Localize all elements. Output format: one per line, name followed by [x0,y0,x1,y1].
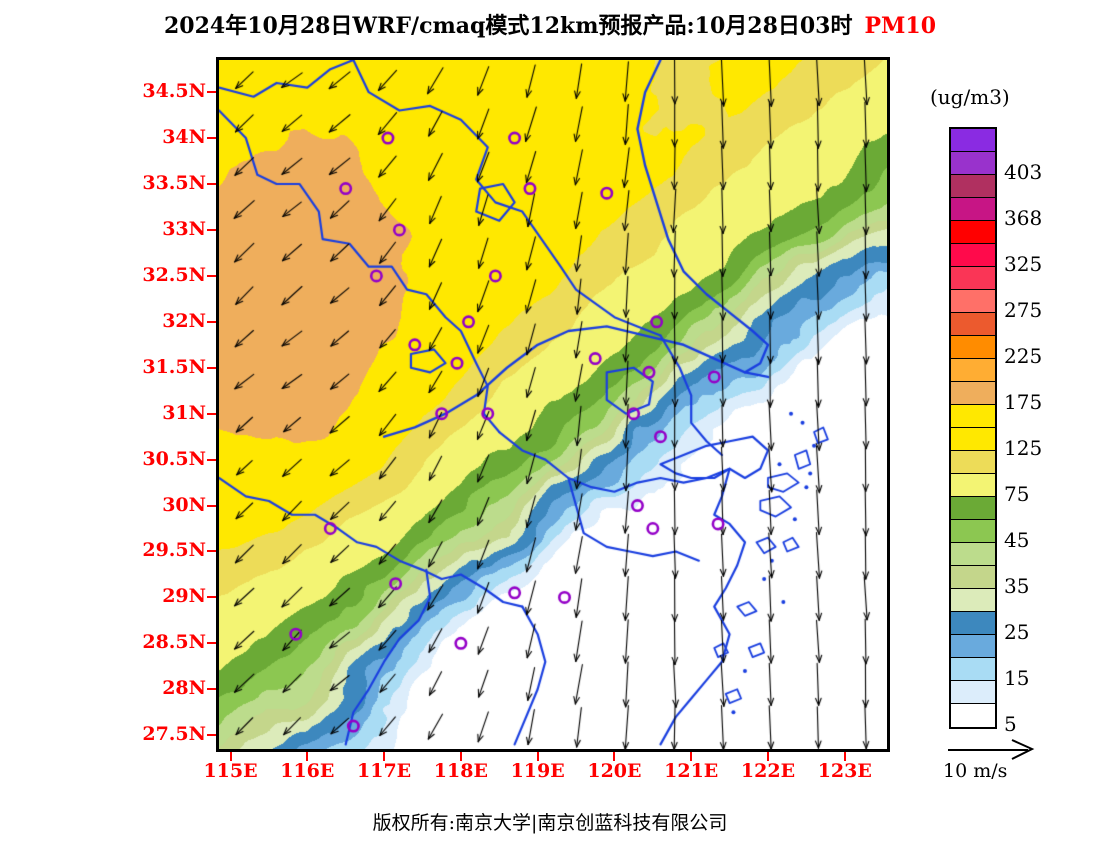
colorbar-band [951,267,995,290]
colorbar-band [951,382,995,405]
y-axis-tick-mark [207,550,216,553]
y-axis-tick-mark [207,642,216,645]
colorbar-band [951,244,995,267]
colorbar-band [951,290,995,313]
y-axis-tick-label: 32.5N [142,263,206,286]
y-axis-tick-label: 29N [162,585,206,608]
y-axis-tick-label: 28.5N [142,631,206,654]
x-axis-tick-mark [383,752,386,761]
y-axis-tick-label: 31N [162,401,206,424]
colorbar-band [951,428,995,451]
colorbar-value-label: 25 [1004,620,1030,644]
map-plot-area[interactable] [216,57,890,752]
chart-title: 2024年10月28日WRF/cmaq模式12km预报产品:10月28日03时 P… [0,8,1100,40]
y-axis-tick-mark [207,320,216,323]
y-axis-tick-label: 34.5N [142,80,206,103]
colorbar-band [951,152,995,175]
colorbar-band [951,474,995,497]
wind-reference-arrow-icon [948,739,1035,760]
colorbar-band [951,221,995,244]
y-axis-tick-mark [207,274,216,277]
y-axis-tick-label: 28N [162,677,206,700]
colorbar-band [951,635,995,658]
x-axis-tick-label: 117E [357,760,412,782]
colorbar-band [951,704,995,727]
colorbar-band [951,198,995,221]
x-axis-tick-mark [306,752,309,761]
x-axis-tick-label: 119E [510,760,565,782]
x-axis-tick-label: 120E [587,760,642,782]
y-axis-tick-label: 30.5N [142,447,206,470]
colorbar-band [951,658,995,681]
y-axis-tick-label: 27.5N [142,723,206,746]
colorbar-band [951,612,995,635]
colorbar-value-label: 45 [1004,528,1030,552]
colorbar-band [951,589,995,612]
colorbar[interactable] [949,127,997,729]
x-axis-tick-label: 123E [817,760,872,782]
colorbar-band [951,681,995,704]
x-axis-tick-mark [843,752,846,761]
y-axis-tick-mark [207,137,216,140]
y-axis-tick-label: 32N [162,309,206,332]
colorbar-value-label: 325 [1004,252,1043,276]
y-axis-tick-mark [207,596,216,599]
y-axis-tick-mark [207,688,216,691]
colorbar-value-label: 275 [1004,298,1043,322]
wind-key-label: 10 m/s [943,760,1008,782]
colorbar-value-label: 175 [1004,390,1043,414]
colorbar-band [951,336,995,359]
x-axis-tick-mark [229,752,232,761]
x-axis-tick-label: 121E [664,760,719,782]
colorbar-band [951,313,995,336]
y-axis-tick-label: 31.5N [142,355,206,378]
colorbar-band [951,451,995,474]
title-species-text: PM10 [864,13,937,39]
colorbar-units-label: (ug/m3) [930,85,1010,109]
colorbar-band [951,359,995,382]
colorbar-band [951,175,995,198]
x-axis-tick-mark [536,752,539,761]
x-axis-tick-mark [613,752,616,761]
colorbar-band [951,129,995,152]
y-axis-tick-mark [207,91,216,94]
x-axis-tick-label: 115E [203,760,258,782]
colorbar-value-label: 403 [1004,160,1043,184]
colorbar-band [951,566,995,589]
colorbar-band [951,520,995,543]
y-axis-tick-mark [207,412,216,415]
y-axis-tick-mark [207,734,216,737]
y-axis-tick-mark [207,183,216,186]
colorbar-value-label: 225 [1004,344,1043,368]
x-axis-tick-label: 122E [740,760,796,782]
y-axis-tick-mark [207,458,216,461]
colorbar-value-label: 35 [1004,574,1030,598]
y-axis-tick-label: 33.5N [142,172,206,195]
y-axis-tick-label: 34N [162,126,206,149]
colorbar-value-label: 125 [1004,436,1043,460]
y-axis-tick-mark [207,228,216,231]
x-axis-tick-mark [690,752,693,761]
colorbar-band [951,543,995,566]
colorbar-value-label: 15 [1004,666,1030,690]
copyright-footer: 版权所有:南京大学|南京创蓝科技有限公司 [372,812,728,834]
map-canvas[interactable] [219,60,887,749]
y-axis-tick-label: 33N [162,217,206,240]
y-axis-tick-mark [207,366,216,369]
y-axis-tick-label: 30N [162,493,206,516]
colorbar-band [951,405,995,428]
colorbar-band [951,497,995,520]
colorbar-value-label: 5 [1004,712,1017,736]
title-main-text: 2024年10月28日WRF/cmaq模式12km预报产品:10月28日03时 [163,13,853,39]
x-axis-tick-label: 118E [433,760,488,782]
y-axis-tick-label: 29.5N [142,539,206,562]
colorbar-value-label: 368 [1004,206,1043,230]
colorbar-value-label: 75 [1004,482,1030,506]
x-axis-tick-label: 116E [280,760,335,782]
x-axis-tick-mark [766,752,769,761]
y-axis-tick-mark [207,504,216,507]
x-axis-tick-mark [459,752,462,761]
